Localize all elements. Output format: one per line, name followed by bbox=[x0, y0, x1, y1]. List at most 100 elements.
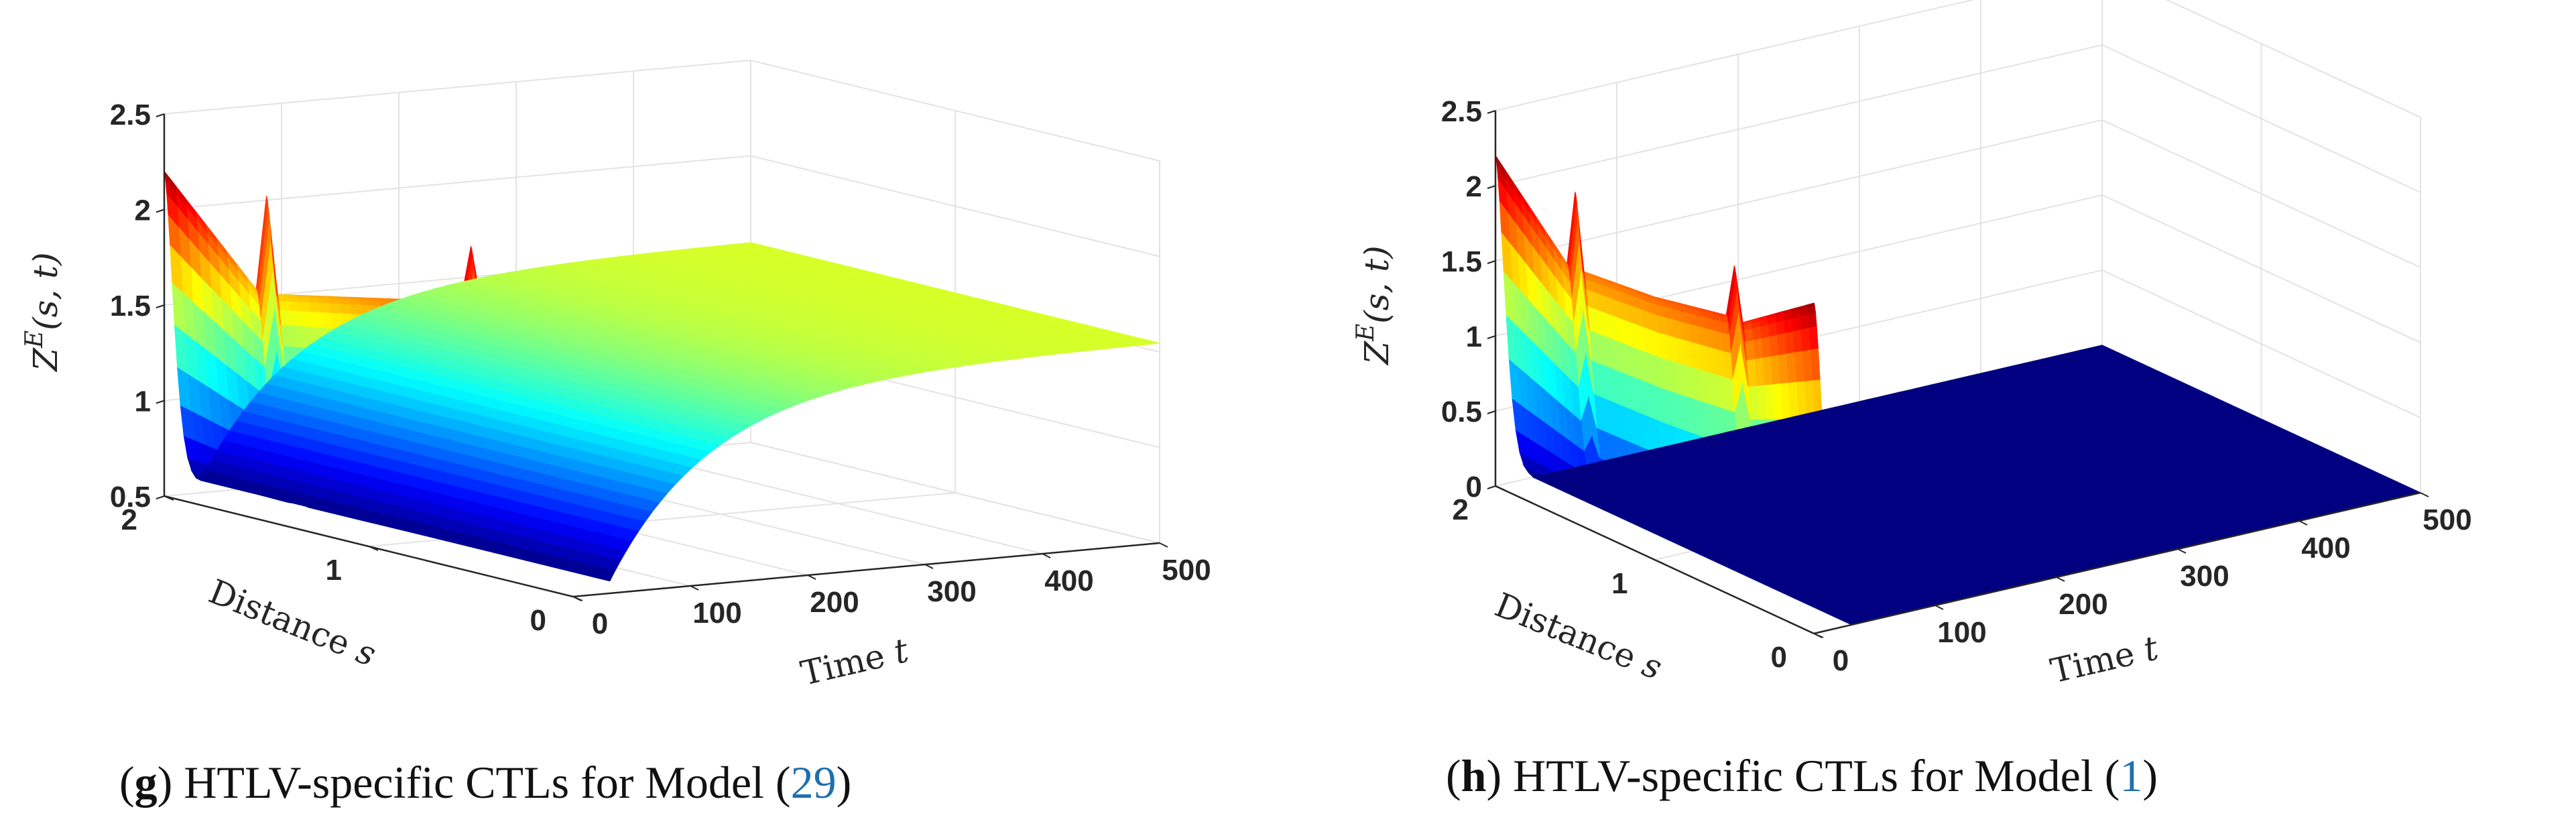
x-axis-label: Time t bbox=[2047, 628, 2162, 691]
surface-patch bbox=[369, 299, 381, 306]
y-tick-mark bbox=[164, 495, 174, 501]
z-tick-mark bbox=[156, 304, 165, 308]
z-tick-mark bbox=[1487, 335, 1496, 339]
x-tick-mark bbox=[807, 575, 816, 580]
z-tick-mark bbox=[1487, 485, 1496, 489]
x-tick-mark bbox=[924, 564, 934, 569]
x-axis-label: Time t bbox=[797, 631, 912, 693]
x-tick-mark bbox=[1042, 553, 1051, 558]
gridline-z bbox=[1495, 194, 2421, 343]
gridline-z bbox=[1495, 0, 2421, 118]
z-tick-label: 0 bbox=[1466, 471, 1482, 503]
z-tick-mark bbox=[1487, 110, 1496, 114]
x-axis-label-main: Time bbox=[2047, 632, 2149, 691]
caption-letter-h: h bbox=[1461, 750, 1487, 801]
surface-patch bbox=[328, 298, 341, 304]
surface-patch bbox=[289, 310, 302, 326]
surface-patch bbox=[319, 311, 332, 328]
z-tick-mark bbox=[1487, 260, 1496, 264]
caption-letter-g: g bbox=[134, 757, 158, 808]
x-tick-mark bbox=[2298, 520, 2308, 526]
z-tick-mark bbox=[156, 400, 165, 404]
z-tick-label: 2.5 bbox=[110, 99, 151, 131]
surface-patch bbox=[278, 309, 292, 326]
z-tick-mark bbox=[156, 495, 165, 499]
x-tick-mark bbox=[2177, 548, 2187, 554]
x-axis-line bbox=[1813, 491, 2421, 635]
z-axis-label-sup: E bbox=[1352, 324, 1379, 342]
gridline-z bbox=[1495, 44, 2421, 193]
surface-patch bbox=[338, 298, 351, 304]
x-tick-label: 200 bbox=[2059, 588, 2107, 621]
y-tick-label: 2 bbox=[1453, 493, 1469, 526]
surface-patch bbox=[1783, 317, 1794, 334]
surface-patch bbox=[339, 302, 352, 314]
x-tick-mark bbox=[2056, 577, 2065, 582]
caption-g: (g) HTLV-specific CTLs for Model (29) bbox=[119, 757, 852, 808]
caption-ref-link-g[interactable]: 29 bbox=[790, 757, 837, 808]
surface-patch bbox=[326, 296, 340, 298]
x-axis-label-main: Time bbox=[797, 634, 899, 693]
y-tick-label: 1 bbox=[326, 554, 342, 587]
caption-h: (h) HTLV-specific CTLs for Model (1) bbox=[1446, 750, 2158, 801]
y-tick-mark bbox=[572, 596, 583, 601]
y-tick-mark bbox=[368, 546, 379, 551]
surface-patch bbox=[328, 302, 341, 314]
caption-close-g: ) bbox=[836, 757, 852, 808]
z-tick-mark bbox=[1487, 410, 1496, 414]
panel-g: 0 100 200 300 400 500 0 1 2 0.5 1 1.5 2 2.5 ZE(s, t) Ti… bbox=[21, 59, 1211, 808]
surface-patch bbox=[275, 294, 288, 296]
x-tick-label: 100 bbox=[1937, 616, 1986, 649]
surface-patch bbox=[318, 302, 331, 313]
caption-ref-link-h[interactable]: 1 bbox=[2120, 750, 2143, 801]
x-tick-mark bbox=[690, 585, 699, 591]
x-tick-label: 0 bbox=[592, 607, 608, 640]
y-axis-label: Distance s bbox=[204, 572, 382, 674]
y-axis-label: Distance s bbox=[1489, 585, 1668, 687]
z-tick-label: 2.5 bbox=[1441, 95, 1482, 128]
z-axis-label-main: Z bbox=[1357, 341, 1396, 366]
surface-patch bbox=[296, 294, 308, 296]
z-tick-label: 0.5 bbox=[110, 481, 151, 514]
x-tick-label: 500 bbox=[1162, 554, 1211, 587]
x-tick-label: 400 bbox=[2301, 532, 2350, 564]
z-tick-label: 0.5 bbox=[1441, 396, 1482, 428]
y-tick-mark bbox=[1654, 559, 1664, 564]
surface-patch bbox=[347, 296, 360, 298]
surface-patch bbox=[348, 298, 361, 305]
gridline-z bbox=[1495, 119, 2421, 268]
x-tick-label: 300 bbox=[927, 575, 976, 608]
x-tick-mark bbox=[1935, 605, 1944, 610]
surface-patch bbox=[298, 301, 311, 312]
z-axis-label-args: (s, t) bbox=[26, 252, 65, 331]
caption-text-g: HTLV-specific CTLs for Model ( bbox=[184, 757, 791, 808]
x-tick-label: 300 bbox=[2180, 560, 2229, 593]
y-tick-label: 0 bbox=[1771, 641, 1787, 674]
z-axis-label: ZE(s, t) bbox=[21, 252, 65, 373]
z-tick-mark bbox=[156, 208, 165, 213]
surface-patch bbox=[358, 298, 371, 306]
z-tick-label: 2 bbox=[1466, 170, 1482, 203]
z-axis-label-args: (s, t) bbox=[1357, 245, 1396, 324]
caption-close-h: ) bbox=[2142, 750, 2158, 801]
surface-patch bbox=[378, 298, 390, 300]
gridline-z bbox=[164, 155, 1160, 257]
x-tick-label: 200 bbox=[810, 586, 859, 619]
z-tick-mark bbox=[156, 113, 165, 117]
surface-patch bbox=[349, 303, 362, 315]
z-tick-label: 1 bbox=[1466, 320, 1482, 353]
y-tick-mark bbox=[1813, 633, 1824, 638]
x-tick-mark bbox=[2420, 492, 2429, 497]
surface-patch bbox=[316, 295, 329, 298]
surface-patch bbox=[288, 300, 300, 312]
surface-patch bbox=[299, 310, 312, 327]
y-tick-mark bbox=[1495, 485, 1506, 491]
z-axis-label-sup: E bbox=[21, 331, 48, 349]
y-tick-label: 1 bbox=[1611, 567, 1628, 600]
z-axis-label: ZE(s, t) bbox=[1352, 245, 1396, 366]
x-tick-label: 100 bbox=[692, 597, 741, 630]
surface-patch bbox=[1806, 312, 1817, 328]
surface-patch bbox=[308, 301, 321, 312]
